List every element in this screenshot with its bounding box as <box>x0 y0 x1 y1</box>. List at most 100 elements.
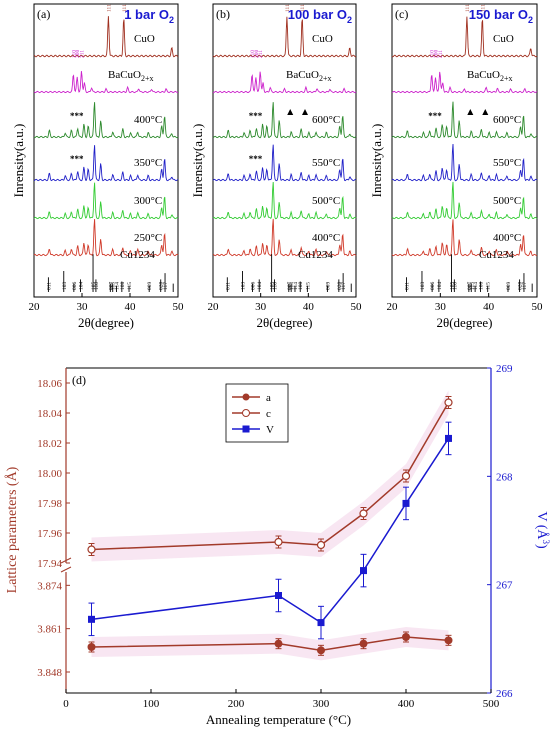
ba-hkl-label: 110 <box>250 50 256 58</box>
data-point <box>402 499 410 507</box>
trace-label: Cu1234 <box>120 249 155 261</box>
hkl-label: 113 <box>111 282 117 290</box>
y-tick-label: 18.06 <box>37 378 62 390</box>
hkl-label: 105 <box>270 282 276 291</box>
hkl-label: 007 <box>108 282 114 291</box>
y-axis-label-right: V (Å3) <box>534 511 550 549</box>
hkl-label: 117 <box>341 282 347 290</box>
y-tick-label: 17.98 <box>37 498 62 510</box>
trace-label: 400°C <box>134 114 162 126</box>
xrd-trace <box>391 181 538 220</box>
xrd-trace <box>391 16 538 58</box>
data-point <box>444 398 453 407</box>
x-tick-label: 50 <box>351 301 363 313</box>
data-point <box>88 615 95 623</box>
x-tick-label: 20 <box>29 301 41 313</box>
cuo-hkl-label: 111 <box>122 4 128 12</box>
trace-label: 600°C <box>312 114 340 126</box>
panel-title: 150 bar O2 <box>469 7 533 25</box>
cuo-hkl-label: 111 <box>106 4 112 12</box>
ba-hkl-label: 211 <box>80 50 86 58</box>
y-axis-label: Inrensity(a.u.) <box>190 124 205 198</box>
plot-frame <box>212 3 357 298</box>
hkl-label: 011 <box>46 282 52 290</box>
ba-hkl-label: 200 <box>434 50 440 59</box>
trace-label: 500°C <box>493 195 521 207</box>
y-right-tick-label: 267 <box>496 580 513 592</box>
plot-frame <box>391 3 538 298</box>
cuo-hkl-label: 111 <box>285 4 291 12</box>
hkl-label: 104 <box>257 282 263 291</box>
hkl-label: 103 <box>241 282 247 291</box>
x-tick-label: 40 <box>483 301 495 313</box>
x-axis-label: 2θ(degree) <box>436 315 492 330</box>
hkl-label: 103 <box>62 282 68 291</box>
series-V <box>88 421 452 640</box>
hkl-label: 113 <box>469 282 475 290</box>
y-tick-label: 3.874 <box>37 580 62 592</box>
xrd-trace <box>391 143 538 182</box>
trace-label: BaCuO2+x <box>108 69 154 83</box>
hkl-label: 006 <box>72 282 78 291</box>
data-point <box>444 636 453 645</box>
plot-frame <box>33 3 179 298</box>
xrd-trace <box>33 71 179 94</box>
arrow-marker <box>301 109 308 115</box>
xrd-trace <box>33 102 179 139</box>
xrd-trace <box>212 71 357 94</box>
series-line <box>91 402 450 551</box>
xrd-trace <box>391 101 538 139</box>
data-point <box>274 639 283 648</box>
x-tick-label: 40 <box>303 301 315 313</box>
panel-title: 100 bar O2 <box>288 7 352 25</box>
trace-label: BaCuO2+x <box>286 69 332 83</box>
y-axis-label: Inrensity(a.u.) <box>11 124 26 198</box>
series-c <box>87 390 453 562</box>
xrd-trace <box>391 71 538 94</box>
ba-hkl-label: 110 <box>71 50 77 58</box>
ba-hkl-label: 211 <box>258 50 264 58</box>
series-line <box>91 636 449 652</box>
impurity-marker: *** <box>428 111 442 121</box>
x-tick-label: 100 <box>143 698 160 710</box>
impurity-marker: *** <box>70 154 84 164</box>
x-axis-label: Annealing temperature (°C) <box>206 712 351 727</box>
trace-label: Cu1234 <box>298 249 333 261</box>
y-tick-label: 18.02 <box>37 438 62 450</box>
y-axis-label: Inrensity(a.u.) <box>369 124 384 198</box>
hkl-label: 104 <box>79 282 85 291</box>
data-point <box>445 434 452 442</box>
series-line <box>91 438 450 624</box>
xrd-trace <box>33 16 179 58</box>
hkl-label: 105 <box>91 282 97 291</box>
y-axis-label-left: Lattice parameters (Å) <box>4 466 20 593</box>
axis-break-mark <box>60 557 72 564</box>
data-point <box>402 633 410 641</box>
y-tick-label: 18.00 <box>37 468 62 480</box>
xrd-trace <box>212 181 357 220</box>
y-tick-label: 18.04 <box>37 408 62 420</box>
x-tick-label: 50 <box>173 301 185 313</box>
ba-hkl-label: 200 <box>254 50 260 59</box>
hkl-label: 117 <box>522 282 528 290</box>
y-tick-label: 17.94 <box>37 558 62 570</box>
arrow-marker <box>287 109 294 115</box>
legend-label: V <box>266 424 274 436</box>
axis-break-mark <box>60 566 72 573</box>
error-band <box>91 390 449 562</box>
x-tick-label: 300 <box>313 698 330 710</box>
data-point <box>274 537 283 547</box>
xrd-trace <box>33 182 179 220</box>
hkl-label: 117 <box>163 282 169 290</box>
x-tick-label: 400 <box>398 698 415 710</box>
hkl-label: 020 <box>337 282 343 291</box>
xrd-trace <box>33 218 179 257</box>
legend-marker <box>242 425 250 433</box>
hkl-label: 104 <box>437 282 443 291</box>
trace-label: 400°C <box>312 232 340 244</box>
hkl-label: 007 <box>287 282 293 291</box>
trace-label: CuO <box>493 33 514 45</box>
